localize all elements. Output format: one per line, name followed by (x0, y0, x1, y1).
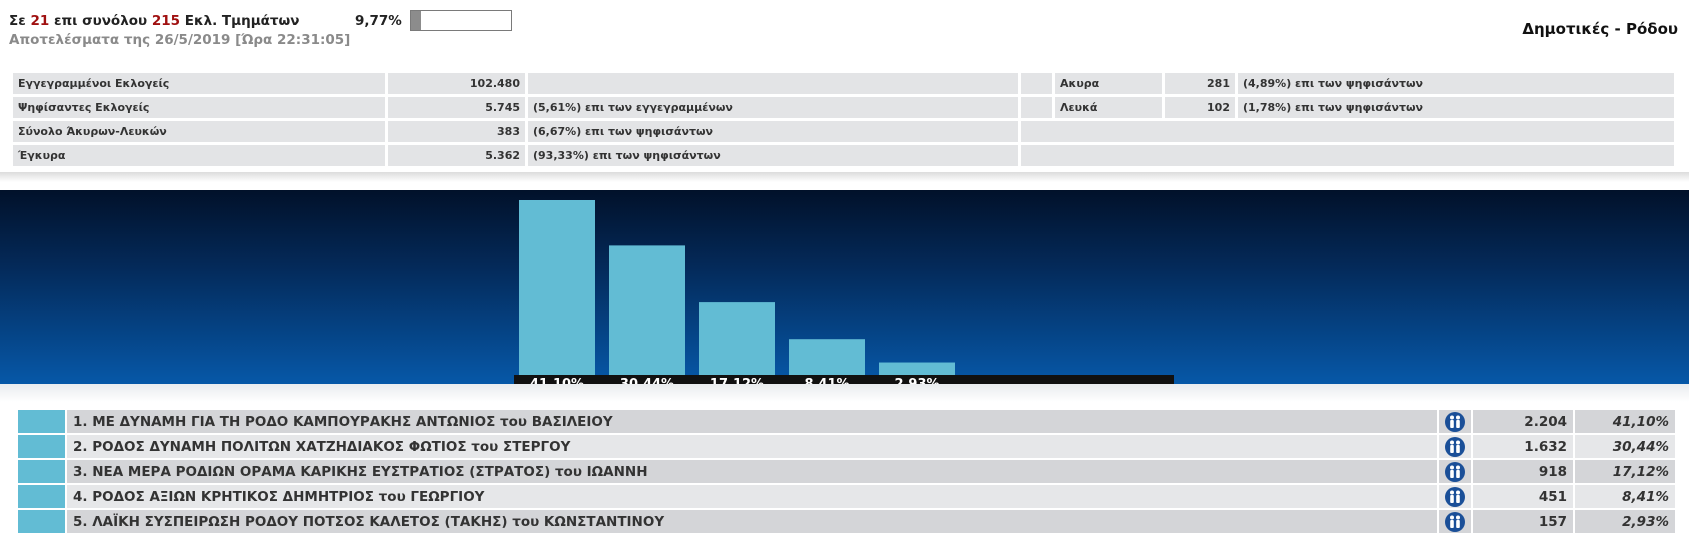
stat-note: (93,33%) επι των ψηφισάντων (528, 145, 1018, 166)
chart-data-label: 41,10% (530, 377, 584, 384)
stat-note: (4,89%) επι των ψηφισάντων (1238, 73, 1674, 94)
counted-sections: Σε 21 επι συνόλου 215 Εκλ. Τμημάτων (9, 13, 300, 29)
stat-value: 5.745 (388, 97, 525, 118)
candidate-name[interactable]: 1. ΜΕ ΔΥΝΑΜΗ ΓΙΑ ΤΗ ΡΟΔΟ ΚΑΜΠΟΥΡΑΚΗΣ ΑΝΤ… (67, 410, 1437, 433)
candidate-rank: 2. (73, 438, 88, 455)
candidate-name[interactable]: 4. ΡΟΔΟΣ ΑΞΙΩΝ ΚΡΗΤΙΚΟΣ ΔΗΜΗΤΡΙΟΣ του ΓΕ… (67, 485, 1437, 508)
stats-row-voted: Ψηφίσαντες Εκλογείς 5.745 (5,61%) επι τω… (13, 97, 1674, 118)
candidate-rank: 1. (73, 413, 88, 430)
candidate-rank: 4. (73, 488, 88, 505)
candidate-label: ΡΟΔΟΣ ΑΞΙΩΝ ΚΡΗΤΙΚΟΣ ΔΗΜΗΤΡΙΟΣ του ΓΕΩΡΓ… (92, 488, 485, 505)
candidate-label: ΡΟΔΟΣ ΔΥΝΑΜΗ ΠΟΛΙΤΩΝ ΧΑΤΖΗΔΙΑΚΟΣ ΦΩΤΙΟΣ … (92, 438, 571, 455)
results-table: 1. ΜΕ ΔΥΝΑΜΗ ΓΙΑ ΤΗ ΡΟΔΟ ΚΑΜΠΟΥΡΑΚΗΣ ΑΝΤ… (16, 408, 1677, 535)
candidate-percent: 30,44% (1575, 435, 1675, 458)
candidate-name[interactable]: 5. ΛΑΪΚΗ ΣΥΣΠΕΙΡΩΣΗ ΡΟΔΟΥ ΠΟΤΣΟΣ ΚΑΛΕΤΟΣ… (67, 510, 1437, 533)
chart-bar (699, 302, 775, 375)
result-row[interactable]: 1. ΜΕ ΔΥΝΑΜΗ ΓΙΑ ΤΗ ΡΟΔΟ ΚΑΜΠΟΥΡΑΚΗΣ ΑΝΤ… (18, 410, 1675, 433)
chart-data-label: 8,41% (804, 377, 849, 384)
candidate-rank: 3. (73, 463, 88, 480)
stat-note: (6,67%) επι των ψηφισάντων (528, 121, 1018, 142)
candidate-votes: 451 (1473, 485, 1573, 508)
chart-bar (879, 362, 955, 375)
candidate-votes: 918 (1473, 460, 1573, 483)
candidate-percent: 17,12% (1575, 460, 1675, 483)
candidate-label: ΜΕ ΔΥΝΑΜΗ ΓΙΑ ΤΗ ΡΟΔΟ ΚΑΜΠΟΥΡΑΚΗΣ ΑΝΤΩΝΙ… (92, 413, 613, 430)
total-count: 215 (151, 13, 181, 29)
candidate-votes: 157 (1473, 510, 1573, 533)
counted-count: 21 (30, 13, 50, 29)
candidates-icon[interactable] (1445, 511, 1465, 532)
candidate-label: ΝΕΑ ΜΕΡΑ ΡΟΔΙΩΝ ΟΡΑΜΑ ΚΑΡΙΚΗΣ ΕΥΣΤΡΑΤΙΟΣ… (92, 463, 648, 480)
color-swatch (18, 460, 65, 483)
stats-row-valid: Έγκυρα 5.362 (93,33%) επι των ψηφισάντων (13, 145, 1674, 166)
result-row[interactable]: 4. ΡΟΔΟΣ ΑΞΙΩΝ ΚΡΗΤΙΚΟΣ ΔΗΜΗΤΡΙΟΣ του ΓΕ… (18, 485, 1675, 508)
candidates-icon[interactable] (1445, 461, 1465, 482)
progress-bar (410, 10, 512, 31)
results-timestamp: Αποτελέσματα της 26/5/2019 [Ώρα 22:31:05… (9, 32, 351, 48)
stat-label: Ακυρα (1055, 73, 1162, 94)
chart-bar (519, 200, 595, 375)
candidate-votes: 2.204 (1473, 410, 1573, 433)
stat-value: 281 (1165, 73, 1235, 94)
stat-value: 5.362 (388, 145, 525, 166)
color-swatch (18, 410, 65, 433)
chart-data-label: 2,93% (894, 377, 939, 384)
stats-table: Εγγεγραμμένοι Εκλογείς 102.480 Ακυρα 281… (10, 70, 1677, 169)
candidate-rank: 5. (73, 513, 88, 530)
candidate-name[interactable]: 2. ΡΟΔΟΣ ΔΥΝΑΜΗ ΠΟΛΙΤΩΝ ΧΑΤΖΗΔΙΑΚΟΣ ΦΩΤΙ… (67, 435, 1437, 458)
result-row[interactable]: 5. ΛΑΪΚΗ ΣΥΣΠΕΙΡΩΣΗ ΡΟΔΟΥ ΠΟΤΣΟΣ ΚΑΛΕΤΟΣ… (18, 510, 1675, 533)
candidates-icon[interactable] (1445, 411, 1465, 432)
stat-label: Λευκά (1055, 97, 1162, 118)
candidate-name[interactable]: 3. ΝΕΑ ΜΕΡΑ ΡΟΔΙΩΝ ΟΡΑΜΑ ΚΑΡΙΚΗΣ ΕΥΣΤΡΑΤ… (67, 460, 1437, 483)
chart-bar (789, 339, 865, 375)
chart-data-label: 30,44% (620, 377, 674, 384)
result-row[interactable]: 3. ΝΕΑ ΜΕΡΑ ΡΟΔΙΩΝ ΟΡΑΜΑ ΚΑΡΙΚΗΣ ΕΥΣΤΡΑΤ… (18, 460, 1675, 483)
region-title: Δημοτικές - Ρόδου (1522, 20, 1678, 38)
candidate-percent: 8,41% (1575, 485, 1675, 508)
chart-data-label: 17,12% (710, 377, 764, 384)
header: Σε 21 επι συνόλου 215 Εκλ. Τμημάτων 9,77… (0, 0, 1689, 56)
candidates-icon[interactable] (1445, 436, 1465, 457)
candidate-label: ΛΑΪΚΗ ΣΥΣΠΕΙΡΩΣΗ ΡΟΔΟΥ ΠΟΤΣΟΣ ΚΑΛΕΤΟΣ (Τ… (92, 513, 665, 530)
result-row[interactable]: 2. ΡΟΔΟΣ ΔΥΝΑΜΗ ΠΟΛΙΤΩΝ ΧΑΤΖΗΔΙΑΚΟΣ ΦΩΤΙ… (18, 435, 1675, 458)
stat-label: Έγκυρα (13, 145, 385, 166)
stats-row-invalid-blank: Σύνολο Άκυρων-Λευκών 383 (6,67%) επι των… (13, 121, 1674, 142)
color-swatch (18, 510, 65, 533)
stat-note: (5,61%) επι των εγγεγραμμένων (528, 97, 1018, 118)
chart-label-strip (514, 375, 1174, 384)
stat-label: Εγγεγραμμένοι Εκλογείς (13, 73, 385, 94)
candidate-percent: 41,10% (1575, 410, 1675, 433)
candidate-votes: 1.632 (1473, 435, 1573, 458)
bar-chart: 41,10% 30,44% 17,12% 8,41% 2,93% (514, 200, 1174, 384)
progress-fill (411, 11, 421, 30)
candidate-percent: 2,93% (1575, 510, 1675, 533)
stat-value: 383 (388, 121, 525, 142)
stat-note: (1,78%) επι των ψηφισάντων (1238, 97, 1674, 118)
progress-percent: 9,77% (355, 13, 402, 29)
stat-label: Σύνολο Άκυρων-Λευκών (13, 121, 385, 142)
candidates-icon[interactable] (1445, 486, 1465, 507)
results-chart: 41,10% 30,44% 17,12% 8,41% 2,93% (0, 190, 1689, 384)
stat-label: Ψηφίσαντες Εκλογείς (13, 97, 385, 118)
stat-value: 102.480 (388, 73, 525, 94)
chart-bar (609, 245, 685, 375)
stats-row-registered: Εγγεγραμμένοι Εκλογείς 102.480 Ακυρα 281… (13, 73, 1674, 94)
stat-value: 102 (1165, 97, 1235, 118)
color-swatch (18, 435, 65, 458)
color-swatch (18, 485, 65, 508)
